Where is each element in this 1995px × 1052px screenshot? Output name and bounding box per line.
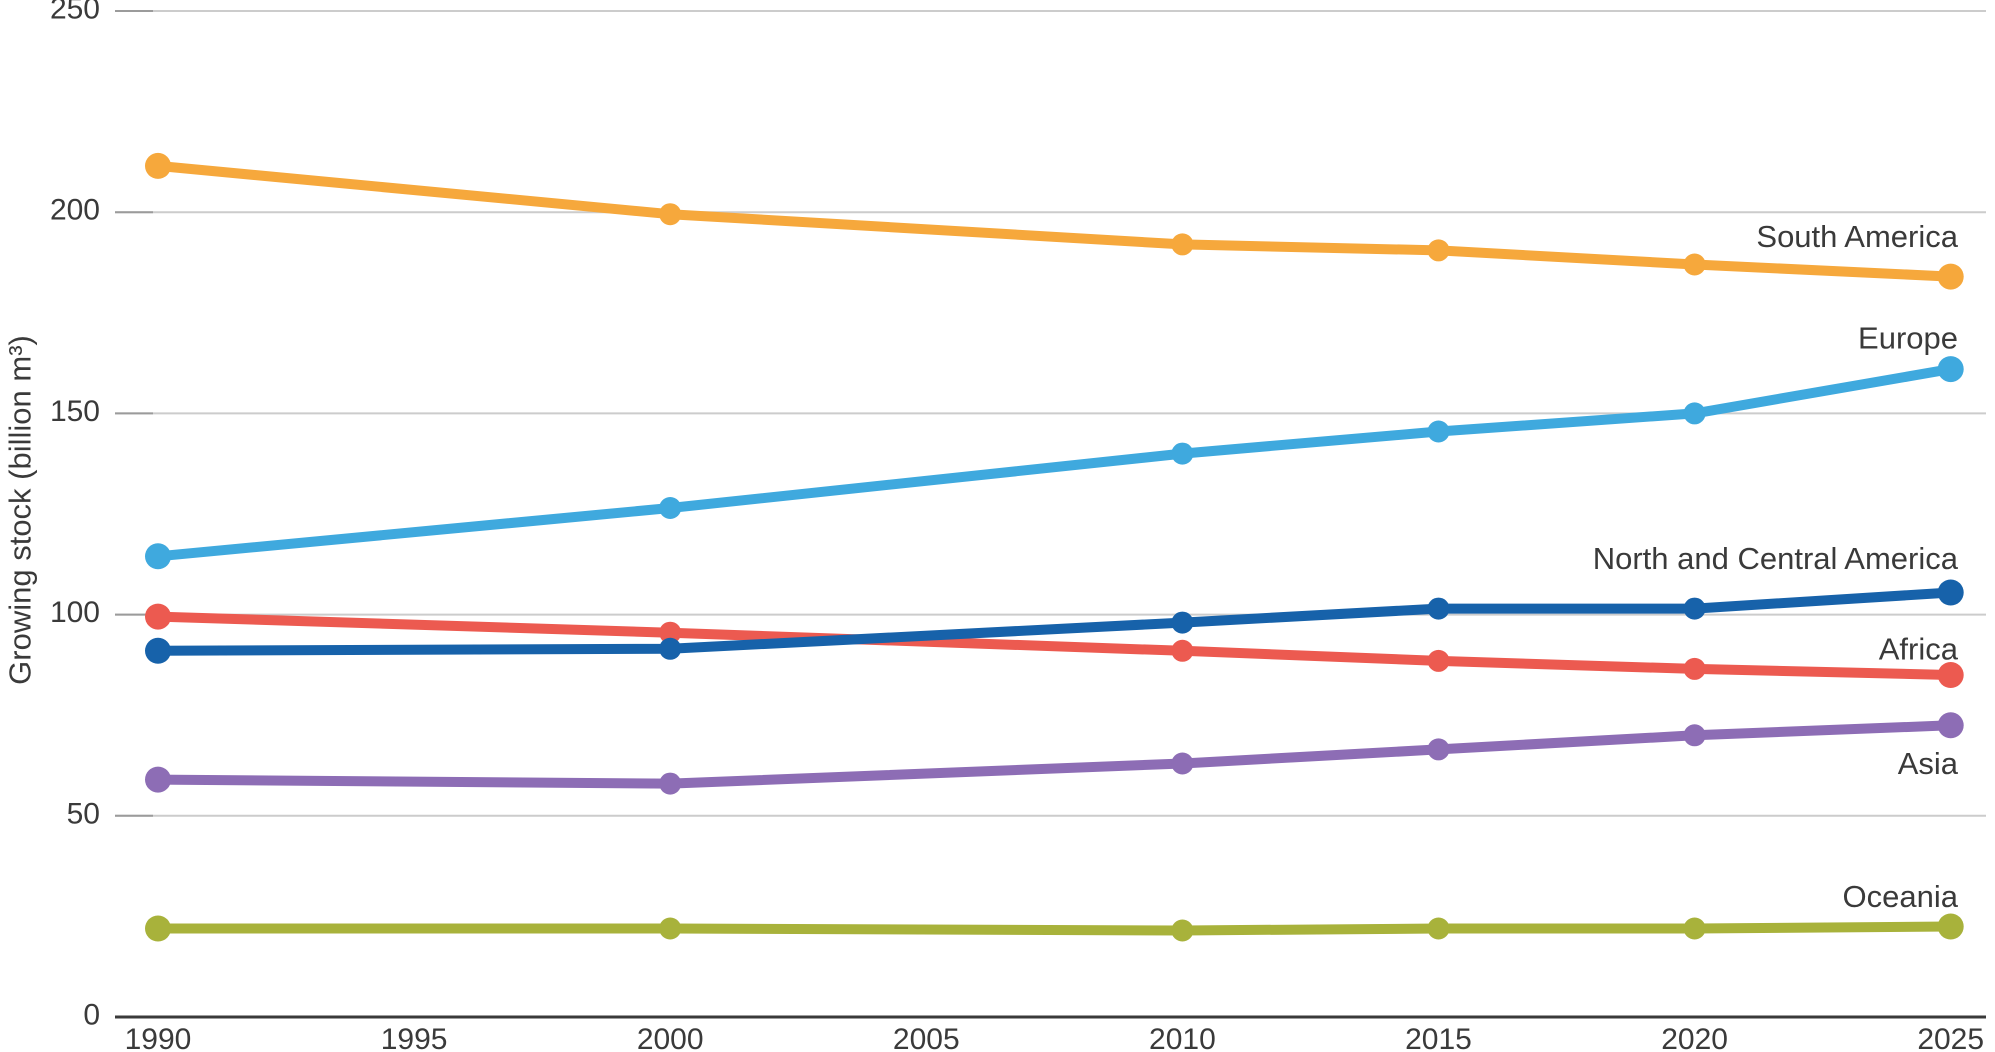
y-tick-label-0: 0: [83, 999, 100, 1032]
data-point-asia-2020: [1683, 724, 1706, 747]
data-point-africa-1990: [145, 603, 171, 630]
x-tick-label-2025: 2025: [1917, 1023, 1984, 1052]
data-point-south-america-2020: [1683, 253, 1706, 276]
data-point-asia-1990: [145, 766, 171, 793]
y-tick-label-250: 250: [50, 0, 100, 26]
data-point-north-and-central-america-2010: [1171, 611, 1194, 634]
data-point-oceania-2020: [1683, 917, 1706, 940]
y-axis-title: Growing stock (billion m³): [3, 335, 38, 685]
data-point-africa-2015: [1427, 649, 1450, 672]
data-point-asia-2015: [1427, 738, 1450, 761]
data-point-south-america-2015: [1427, 239, 1450, 262]
series-africa: [145, 603, 1964, 688]
label-layer: 0 50 100 150 200 250 1990 1995 2000 2005 2010 2015 2…: [50, 0, 1984, 1052]
series-line-oceania: [153, 921, 1956, 936]
data-point-asia-2025: [1937, 712, 1964, 739]
series-south-america: [145, 152, 1964, 290]
data-point-oceania-1990: [145, 915, 171, 942]
data-point-north-and-central-america-1990: [145, 637, 171, 664]
data-point-europe-2025: [1937, 356, 1964, 383]
x-tick-label-1995: 1995: [381, 1023, 448, 1052]
series-line-north-and-central-america: [153, 587, 1956, 656]
y-tick-label-150: 150: [50, 395, 100, 428]
data-point-europe-1990: [145, 543, 171, 570]
data-point-africa-2000: [659, 621, 682, 644]
x-tick-label-2020: 2020: [1661, 1023, 1728, 1052]
series-europe: [145, 356, 1964, 570]
series-line-asia: [153, 720, 1956, 789]
data-point-south-america-2010: [1171, 233, 1194, 256]
series-line-africa: [153, 611, 1956, 680]
data-point-north-and-central-america-2000: [659, 637, 682, 660]
series-label-asia: Asia: [1898, 746, 1959, 781]
series-line-europe: [153, 364, 1956, 562]
data-point-south-america-1990: [145, 152, 171, 179]
y-tick-label-200: 200: [50, 194, 100, 227]
series-oceania: [145, 913, 1964, 942]
data-point-africa-2010: [1171, 639, 1194, 662]
y-tick-label-50: 50: [67, 797, 100, 830]
x-tick-label-2000: 2000: [637, 1023, 704, 1052]
x-tick-label-2010: 2010: [1149, 1023, 1216, 1052]
series-label-south-america: South America: [1756, 219, 1958, 254]
data-point-africa-2025: [1937, 662, 1964, 688]
x-tick-label-1990: 1990: [125, 1023, 192, 1052]
data-point-north-and-central-america-2015: [1427, 597, 1450, 620]
series-layer: [145, 152, 1964, 942]
data-point-asia-2000: [659, 772, 682, 795]
grid-layer: [115, 10, 1986, 1019]
data-point-europe-2000: [659, 497, 682, 519]
data-point-oceania-2025: [1937, 913, 1964, 940]
data-point-south-america-2025: [1937, 263, 1964, 290]
series-label-oceania: Oceania: [1843, 879, 1959, 914]
x-tick-label-2015: 2015: [1405, 1023, 1472, 1052]
data-point-europe-2020: [1683, 402, 1706, 425]
series-label-europe: Europe: [1858, 321, 1958, 356]
data-point-north-and-central-america-2020: [1683, 597, 1706, 620]
series-label-africa: Africa: [1879, 632, 1959, 667]
x-tick-label-2005: 2005: [893, 1023, 960, 1052]
data-point-africa-2020: [1683, 657, 1706, 680]
data-point-oceania-2000: [659, 917, 682, 940]
data-point-asia-2010: [1171, 752, 1194, 775]
data-point-oceania-2015: [1427, 917, 1450, 940]
data-point-oceania-2010: [1171, 919, 1194, 942]
data-point-south-america-2000: [659, 203, 682, 226]
series-asia: [145, 712, 1964, 795]
series-line-south-america: [153, 160, 1956, 282]
data-point-north-and-central-america-2025: [1937, 579, 1964, 606]
series-label-north-and-central-america: North and Central America: [1593, 541, 1959, 576]
data-point-europe-2015: [1427, 420, 1450, 443]
series-north-and-central-america: [145, 579, 1964, 664]
data-point-europe-2010: [1171, 442, 1194, 465]
y-tick-label-100: 100: [50, 596, 100, 629]
